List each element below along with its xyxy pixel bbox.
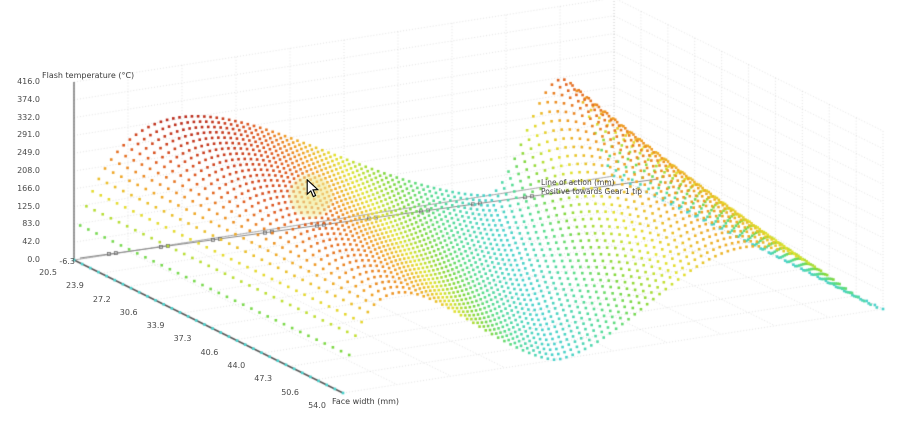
z-axis-tick-label: 291.0 (17, 130, 40, 140)
x-axis-title: Face width (mm) (332, 397, 400, 406)
y-axis-title: Line of action (mm) (541, 178, 615, 187)
face-width-tick-label: 20.5 (39, 268, 57, 277)
face-width-tick-label: 33.9 (146, 321, 165, 331)
y-axis-note: Positive towards Gear 1 tip (541, 186, 642, 196)
z-axis-tick-label: 125.0 (17, 201, 40, 211)
y-axis-first-tick-label: -6.3 (59, 257, 75, 266)
z-axis-tick-label: 208.0 (17, 166, 40, 175)
z-axis-title: Flash temperature (°C) (42, 71, 135, 80)
z-axis-tick-label: 0.0 (27, 255, 40, 264)
face-width-tick-label: 47.3 (254, 374, 273, 384)
z-axis-tick-label: 42.0 (22, 237, 40, 247)
z-axis-tick-label: 166.0 (17, 183, 40, 193)
face-width-tick-label: 54.0 (308, 400, 326, 410)
face-width-tick-label: 50.6 (281, 387, 299, 397)
face-width-tick-label: 23.9 (65, 281, 84, 291)
z-axis-tick-label: 374.0 (17, 94, 40, 104)
face-width-tick-label: 27.2 (92, 294, 111, 304)
z-axis-tick-label: 249.0 (17, 148, 40, 158)
z-axis-tick-label: 332.0 (17, 112, 40, 122)
line-of-action-annotation: Line of action (mm) Positive towards Gea… (541, 178, 642, 196)
face-width-tick-label: 30.6 (119, 307, 138, 317)
z-axis-tick-label: 83.0 (22, 219, 40, 229)
face-width-tick-label: 44.0 (227, 361, 246, 371)
face-width-tick-label: 40.6 (200, 347, 219, 357)
z-axis-tick-label: 416.0 (17, 77, 40, 86)
face-width-tick-label: 37.3 (173, 334, 192, 344)
